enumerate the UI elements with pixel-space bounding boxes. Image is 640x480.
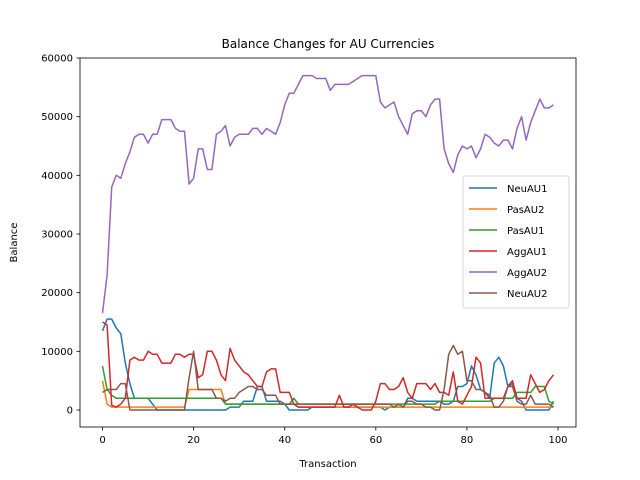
series-line-aggau1 [102, 321, 555, 411]
x-tick-label: 20 [187, 435, 200, 446]
plot-frame [79, 57, 577, 428]
x-tick-label: 80 [461, 435, 474, 446]
x-tick-label: 0 [99, 435, 105, 446]
legend: NeuAU1 PasAU2 PasAU1 AggAU1 AggAU2 NeuAU2 [462, 175, 570, 309]
y-tick-label: 60000 [41, 54, 73, 65]
plot-lines [101, 74, 555, 411]
y-tick-label: 40000 [41, 171, 73, 182]
y-tick-label: 30000 [41, 229, 73, 240]
x-tick-label: 40 [278, 435, 291, 446]
y-tick-label: 10000 [41, 347, 73, 358]
x-tick-label: 100 [548, 435, 567, 446]
legend-label-neuau1: NeuAU1 [507, 184, 548, 195]
x-axis-title: Transaction [298, 459, 356, 470]
legend-label-aggau2: AggAU2 [507, 268, 547, 279]
series-line-neuau2 [102, 344, 554, 411]
chart-title: Balance Changes for AU Currencies [222, 37, 435, 51]
x-tick-label: 60 [369, 435, 382, 446]
series-line-aggau2 [101, 74, 554, 314]
legend-label-neuau2: NeuAU2 [507, 289, 548, 300]
x-axis: 0 20 40 60 80 100 [99, 427, 568, 446]
y-axis-title: Balance [9, 223, 20, 263]
legend-label-aggau1: AggAU1 [507, 247, 547, 258]
legend-label-pasau2: PasAU2 [507, 205, 544, 216]
y-axis: 0 10000 20000 30000 40000 50000 60000 [41, 54, 80, 416]
y-tick-label: 0 [67, 405, 73, 416]
y-tick-label: 50000 [41, 112, 73, 123]
y-tick-label: 20000 [41, 288, 73, 299]
legend-label-pasau1: PasAU1 [507, 226, 544, 237]
